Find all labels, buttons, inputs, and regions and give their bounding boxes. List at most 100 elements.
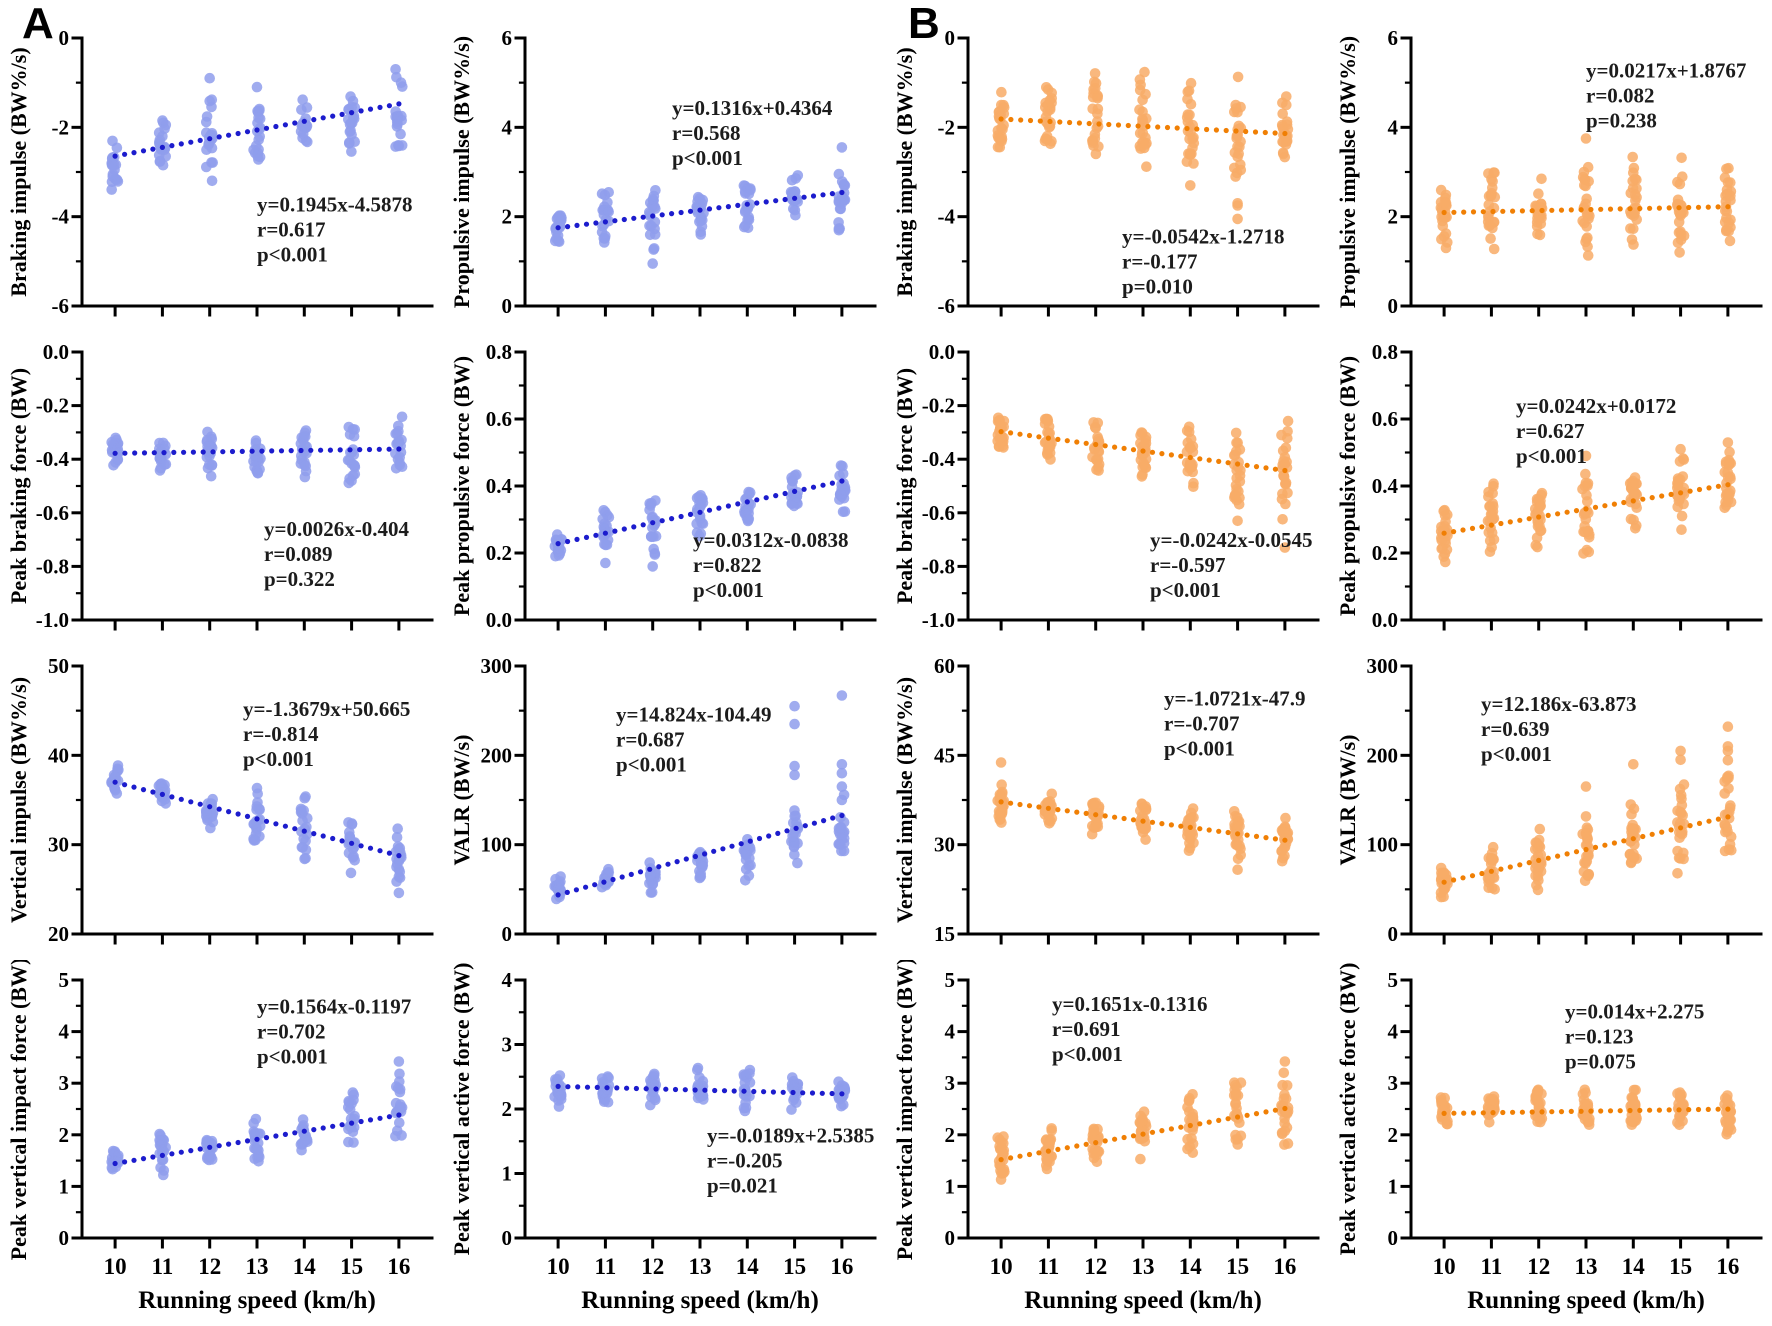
y-axis-label: Peak propulsive force (BW) <box>449 356 474 616</box>
svg-text:2: 2 <box>502 1097 513 1121</box>
svg-text:6: 6 <box>1388 26 1399 50</box>
svg-text:16: 16 <box>1716 1254 1739 1279</box>
svg-text:-6: -6 <box>52 294 70 318</box>
axes <box>1400 978 1763 1249</box>
svg-text:0: 0 <box>59 1226 70 1250</box>
scatter-dots <box>992 412 1294 553</box>
svg-text:0.4: 0.4 <box>1372 474 1399 498</box>
scatter-dots <box>550 142 851 269</box>
svg-text:11: 11 <box>152 1254 174 1279</box>
plot-svg-a-peak-propulsive-force: 0.0 0.2 0.4 0.6 0.8 Peak propulsive force (BW… <box>449 340 877 632</box>
svg-text:5: 5 <box>59 968 70 992</box>
svg-text:5: 5 <box>945 968 956 992</box>
svg-text:30: 30 <box>48 833 69 857</box>
y-tick-labels: 0 1 2 3 4 5 <box>1388 968 1399 1250</box>
plot-b-peak-propulsive-force: 0.0 0.2 0.4 0.6 0.8 Peak propulsive force (BW… <box>1329 332 1772 646</box>
svg-text:-0.4: -0.4 <box>36 447 70 471</box>
plot-a-vertical-impulse: 20 30 40 50 Vertical impulse (BW%/s) y=-1.367… <box>0 646 443 960</box>
y-tick-labels: 0 1 2 3 4 5 <box>59 968 70 1250</box>
svg-text:16: 16 <box>1273 1254 1296 1279</box>
svg-text:200: 200 <box>481 743 513 767</box>
svg-text:0.6: 0.6 <box>486 407 512 431</box>
scatter-dots <box>1435 437 1737 568</box>
axes <box>1400 350 1763 631</box>
svg-text:11: 11 <box>1481 1254 1503 1279</box>
svg-text:-0.4: -0.4 <box>922 447 956 471</box>
svg-text:-1.0: -1.0 <box>922 608 955 632</box>
svg-text:13: 13 <box>246 1254 269 1279</box>
svg-text:100: 100 <box>1367 833 1399 857</box>
trend-line <box>998 1105 1288 1163</box>
plot-a-peak-braking-force: 0.0 -0.2 -0.4 -0.6 -0.8 -1.0 Peak braking forc… <box>0 332 443 646</box>
y-axis-label: Vertical impulse (BW%/s) <box>6 677 31 923</box>
x-axis-title: Running speed (km/h) <box>138 1287 376 1314</box>
y-axis-label: Braking impulse (BW%/s) <box>892 47 917 296</box>
svg-text:-2: -2 <box>52 115 70 139</box>
svg-text:4: 4 <box>945 1020 956 1044</box>
trend-line <box>112 1112 402 1167</box>
svg-text:12: 12 <box>641 1254 664 1279</box>
svg-text:0.6: 0.6 <box>1372 407 1398 431</box>
plot-b-vertical-impulse: 15 30 45 60 Vertical impulse (BW%/s) y=-1.072… <box>886 646 1329 960</box>
svg-text:0.0: 0.0 <box>929 340 955 364</box>
axes <box>71 36 434 317</box>
scatter-dots <box>106 64 408 195</box>
plot-svg-b-braking-impulse: 0 -2 -4 -6 Braking impulse (BW%/s) y=-0.0542x… <box>892 26 1320 318</box>
svg-text:-4: -4 <box>938 205 956 229</box>
stats-text: y=0.1316x+0.4364 r=0.568 p<0.001 <box>672 96 833 170</box>
axes <box>71 350 434 631</box>
plot-a-propulsive-impulse: 0 2 4 6 Propulsive impulse (BW%/s) y=0.1316x+… <box>443 18 886 332</box>
scatter-dots <box>106 760 407 899</box>
plot-b-peak-vertical-active-force: 0 1 2 3 4 5 Peak vertical active force (BW) y=0… <box>1329 960 1772 1326</box>
axes <box>514 36 877 317</box>
axes <box>71 664 434 945</box>
plot-svg-b-vertical-impulse: 15 30 45 60 Vertical impulse (BW%/s) y=-1.072… <box>892 654 1320 946</box>
stats-text: y=0.014x+2.275 r=0.123 p=0.075 <box>1565 1000 1704 1074</box>
scatter-dots <box>992 66 1294 225</box>
plot-svg-a-vertical-impulse: 20 30 40 50 Vertical impulse (BW%/s) y=-1.367… <box>6 654 434 946</box>
svg-text:-0.6: -0.6 <box>922 501 955 525</box>
svg-text:0: 0 <box>502 294 513 318</box>
axes <box>957 978 1320 1249</box>
svg-text:0.0: 0.0 <box>43 340 69 364</box>
svg-text:16: 16 <box>830 1254 853 1279</box>
stats-text: y=0.1651x-0.1316 r=0.691 p<0.001 <box>1052 992 1207 1066</box>
y-tick-labels: 0.0 0.2 0.4 0.6 0.8 <box>486 340 513 632</box>
svg-text:45: 45 <box>934 743 955 767</box>
plot-b-propulsive-impulse: 0 2 4 6 Propulsive impulse (BW%/s) y=0.0217x+… <box>1329 18 1772 332</box>
trend-line <box>998 116 1288 137</box>
trend-line <box>112 446 402 456</box>
svg-text:-0.2: -0.2 <box>36 394 69 418</box>
plot-b-braking-impulse: 0 -2 -4 -6 Braking impulse (BW%/s) y=-0.0542x… <box>886 18 1329 332</box>
svg-text:0.0: 0.0 <box>486 608 512 632</box>
svg-text:0.0: 0.0 <box>1372 608 1398 632</box>
y-axis-label: Peak braking force (BW) <box>892 368 917 604</box>
stats-text: y=0.0217x+1.8767 r=0.082 p=0.238 <box>1586 58 1746 132</box>
svg-text:3: 3 <box>1388 1071 1399 1095</box>
panel-a: A 0 -2 -4 -6 Braking impulse (BW%/s) y=0.1945… <box>0 2 886 1326</box>
svg-text:3: 3 <box>945 1071 956 1095</box>
svg-text:20: 20 <box>48 922 69 946</box>
plot-a-valr: 0 100 200 300 VALR (BW/s) y=14.824x-104.49 r=0… <box>443 646 886 960</box>
x-axis-title: Running speed (km/h) <box>581 1287 819 1314</box>
svg-text:4: 4 <box>1388 1020 1399 1044</box>
trend-line <box>112 101 402 159</box>
svg-text:2: 2 <box>1388 205 1399 229</box>
scatter-dots <box>1435 721 1737 903</box>
scatter-dots <box>1435 1084 1737 1140</box>
svg-text:3: 3 <box>502 1033 513 1057</box>
svg-text:0.4: 0.4 <box>486 474 513 498</box>
y-tick-labels: 0 2 4 6 <box>1388 26 1399 318</box>
panel-b: B 0 -2 -4 -6 Braking impulse (BW%/s) y=-0.054… <box>886 0 1772 1326</box>
svg-text:10: 10 <box>990 1254 1013 1279</box>
svg-text:100: 100 <box>481 833 513 857</box>
svg-text:0: 0 <box>502 922 513 946</box>
svg-text:13: 13 <box>689 1254 712 1279</box>
svg-text:4: 4 <box>502 115 513 139</box>
svg-text:0.2: 0.2 <box>1372 541 1398 565</box>
x-tick-labels: 10 11 12 13 14 15 16 <box>104 1254 411 1279</box>
plot-a-peak-vertical-impact-force: 0 1 2 3 4 5 Peak vertical impact force (BW) y=0… <box>0 958 443 1326</box>
